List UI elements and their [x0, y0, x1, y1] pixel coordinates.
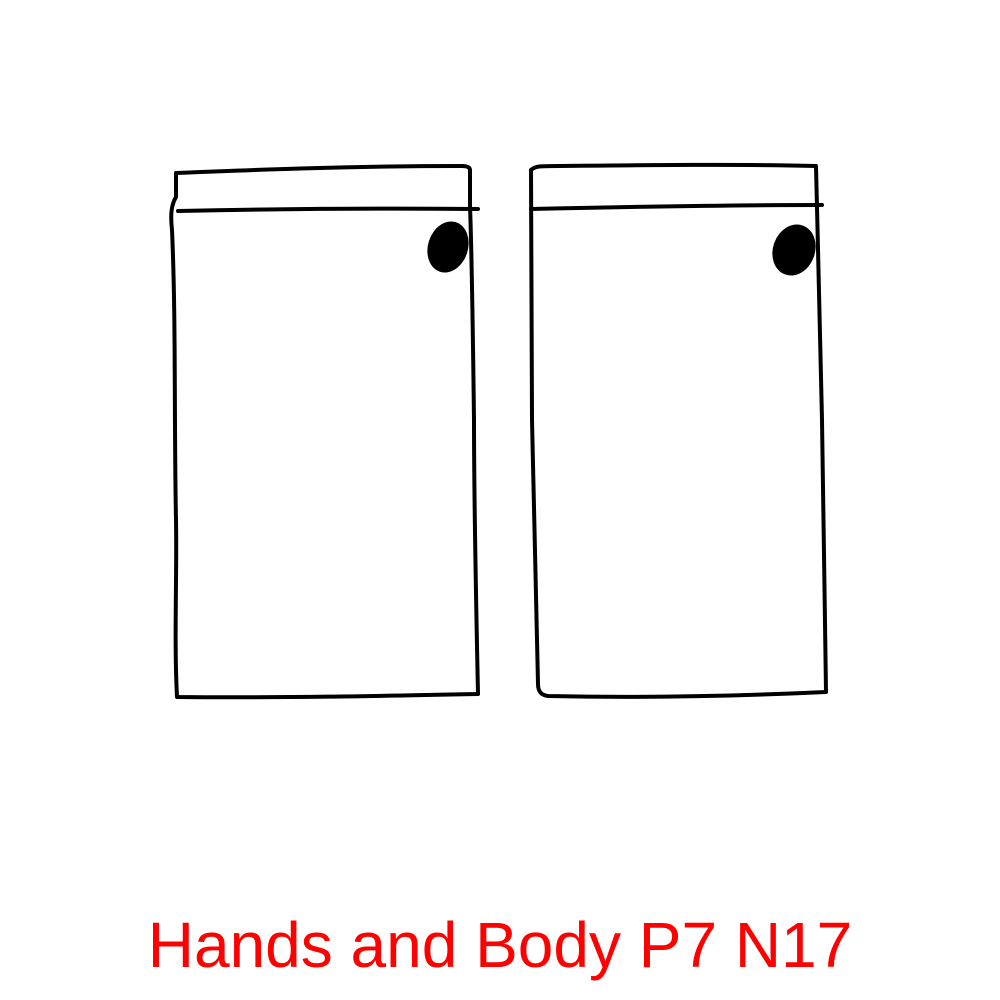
left-panel [169, 164, 480, 700]
right-panel-dot [772, 224, 816, 276]
left-panel-outline [169, 164, 480, 700]
right-panel-outline [529, 162, 828, 699]
right-panel-band-line [529, 203, 824, 211]
left-panel-band-line [176, 206, 480, 213]
left-panel-dot [427, 221, 469, 273]
caption-label: Hands and Body P7 N17 [147, 909, 853, 981]
right-panel [529, 162, 828, 699]
